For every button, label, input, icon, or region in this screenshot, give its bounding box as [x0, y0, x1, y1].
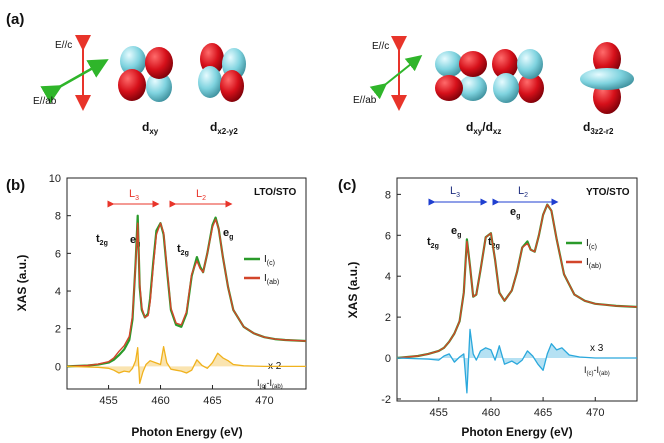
y-tick-label-6-b: 6: [55, 248, 61, 260]
legend-iab-b: I(ab): [264, 273, 279, 286]
orbital-d3z2-r2: [580, 42, 634, 114]
edge-label-l3-b: L3: [129, 188, 139, 202]
diff-label-b: I(c)-I(ab): [257, 378, 283, 390]
y-tick-label-2-c: 2: [385, 312, 391, 324]
orbital-dxy-dxz-1: [435, 51, 487, 101]
x-axis-label-c: Photon Energy (eV): [461, 425, 572, 439]
orbital-dxy-label: dxy: [142, 120, 159, 136]
x-tick-label-470-b: 470: [255, 395, 273, 407]
x-tick-label-465-b: 465: [203, 395, 221, 407]
panel-c-label: (c): [338, 177, 356, 194]
y-tick-label-8-c: 8: [385, 189, 391, 201]
orbital-dxy-dxz-label: dxy/dxz: [466, 120, 501, 136]
x-tick-label-460-b: 460: [151, 395, 169, 407]
series-line-diff-c: [396, 328, 637, 394]
plot-frame-c: [396, 177, 638, 402]
panel-a-label: (a): [6, 11, 24, 28]
scale-note-c: x 3: [590, 343, 604, 354]
peak-label-t2g-l2-c: t2g: [488, 236, 500, 250]
e-c-label-right: E//c: [372, 41, 389, 52]
y-tick-label-6-c: 6: [385, 230, 391, 242]
y-axis-label-c: XAS (a.u.): [346, 262, 360, 319]
diff-label-c: I(c)-I(ab): [584, 365, 610, 377]
orbital-dxy-dxz-2: [492, 49, 544, 103]
y-tick-label-10-b: 10: [49, 173, 61, 185]
legend-ic-b: I(c): [264, 254, 275, 267]
chart-c: (c) YTO/STO Photon Energy (eV) XAS (a.u.…: [338, 177, 638, 439]
y-tick-label-4-b: 4: [55, 286, 61, 298]
polarization-arrows-left: E//c E//ab: [33, 35, 109, 111]
e-ab-label-left: E//ab: [33, 96, 57, 107]
y-tick-label-0-b: 0: [55, 361, 61, 373]
series-line-diff-b: [66, 345, 306, 384]
chart-b: (b) LTO/STO Photon Energy (eV) XAS (a.u.…: [6, 173, 307, 439]
panel-a: (a) E//c E//ab dxy dx2-y2 E//c: [6, 11, 634, 136]
x-tick-label-455-b: 455: [99, 395, 117, 407]
plot-frame-b: [66, 177, 307, 390]
edge-label-l3-c: L3: [450, 185, 460, 199]
x-tick-label-460-c: 460: [482, 407, 500, 419]
peak-label-eg-l3-c: eg: [451, 225, 461, 239]
y-tick-label--2-c: -2: [381, 394, 391, 406]
series-fill-diff-c: [397, 329, 637, 393]
legend-ic-c: I(c): [586, 238, 597, 251]
series-line-ic-b: [66, 214, 307, 368]
e-ab-arrow-left: [40, 59, 109, 104]
x-axis-label-b: Photon Energy (eV): [131, 425, 242, 439]
panel-b-label: (b): [6, 177, 25, 194]
y-tick-label-0-c: 0: [385, 353, 391, 365]
orbital-dxy: [118, 46, 173, 102]
x-tick-label-470-c: 470: [586, 407, 604, 419]
legend-iab-c: I(ab): [586, 257, 601, 270]
peak-label-t2g-l3-b: t2g: [96, 233, 108, 247]
edge-label-l2-c: L2: [518, 185, 528, 199]
peak-label-t2g-l2-b: t2g: [177, 243, 189, 257]
x-tick-label-465-c: 465: [534, 407, 552, 419]
y-axis-label-b: XAS (a.u.): [15, 255, 29, 312]
orbital-d3z2r2-label: d3z2-r2: [583, 120, 614, 136]
peak-label-eg-l2-b: eg: [223, 227, 233, 241]
e-ab-label-right: E//ab: [353, 95, 377, 106]
x-tick-label-455-c: 455: [430, 407, 448, 419]
orbital-dx2y2-label: dx2-y2: [210, 120, 238, 136]
y-tick-label-4-c: 4: [385, 271, 391, 283]
e-c-label-left: E//c: [55, 40, 72, 51]
sample-label-c: YTO/STO: [586, 187, 630, 198]
y-tick-label-8-b: 8: [55, 211, 61, 223]
series-line-iab-c: [396, 203, 638, 359]
peak-label-eg-l2-c: eg: [510, 206, 520, 220]
sample-label-b: LTO/STO: [254, 187, 296, 198]
peak-label-t2g-l3-c: t2g: [427, 236, 439, 250]
orbital-dx2-y2: [198, 43, 246, 102]
series-line-iab-b: [66, 218, 307, 368]
edge-label-l2-b: L2: [196, 188, 206, 202]
e-ab-arrow-right: [369, 55, 423, 100]
y-tick-label-2-b: 2: [55, 324, 61, 336]
series-line-ic-c: [396, 203, 638, 360]
polarization-arrows-right: E//c E//ab: [353, 36, 423, 111]
